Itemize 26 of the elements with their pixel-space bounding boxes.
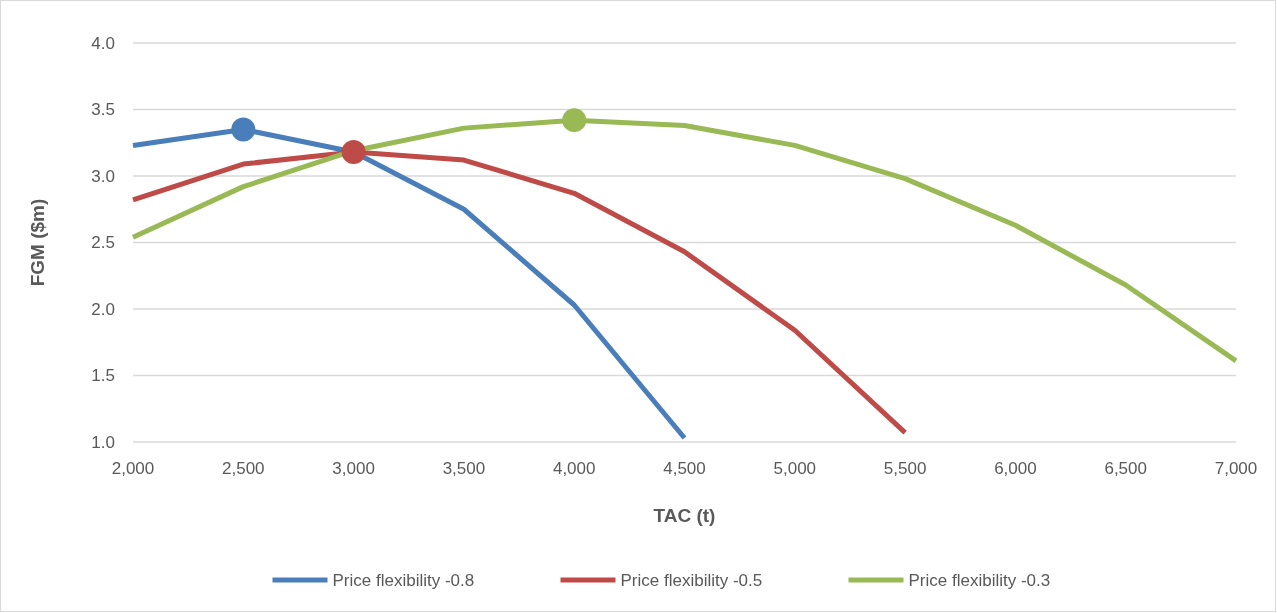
x-tick-label: 3,500 bbox=[442, 459, 486, 478]
point bbox=[341, 140, 366, 165]
x-tick-label: 3,000 bbox=[332, 459, 375, 478]
x-tick-label: 4,500 bbox=[663, 459, 706, 478]
point bbox=[231, 117, 256, 142]
legend-label: Price flexibility -0.5 bbox=[620, 570, 763, 590]
y-axis-title: FGM ($m) bbox=[27, 198, 48, 287]
x-tick-label: 2,000 bbox=[111, 459, 155, 478]
y-tick-label: 1.5 bbox=[91, 366, 115, 386]
x-tick-label: 7,000 bbox=[1214, 459, 1258, 478]
y-tick-label: 2.0 bbox=[91, 299, 115, 319]
x-tick-label: 2,500 bbox=[222, 459, 265, 478]
x-tick-label: 4,000 bbox=[552, 459, 596, 478]
y-tick-label: 2.5 bbox=[91, 233, 115, 253]
point bbox=[562, 108, 587, 133]
legend-label: Price flexibility -0.8 bbox=[332, 570, 475, 590]
x-axis-title: TAC (t) bbox=[653, 505, 716, 526]
y-tick-label: 4.0 bbox=[91, 33, 115, 53]
y-tick-label: 3.5 bbox=[91, 100, 115, 120]
x-tick-label: 5,500 bbox=[883, 459, 927, 478]
x-tick-label: 6,500 bbox=[1104, 459, 1147, 478]
x-tick-label: 6,000 bbox=[994, 459, 1037, 478]
legend-label: Price flexibility -0.3 bbox=[908, 570, 1051, 590]
x-tick-label: 5,000 bbox=[773, 459, 817, 478]
y-tick-label: 1.0 bbox=[91, 432, 115, 452]
y-tick-label: 3.0 bbox=[91, 166, 115, 186]
